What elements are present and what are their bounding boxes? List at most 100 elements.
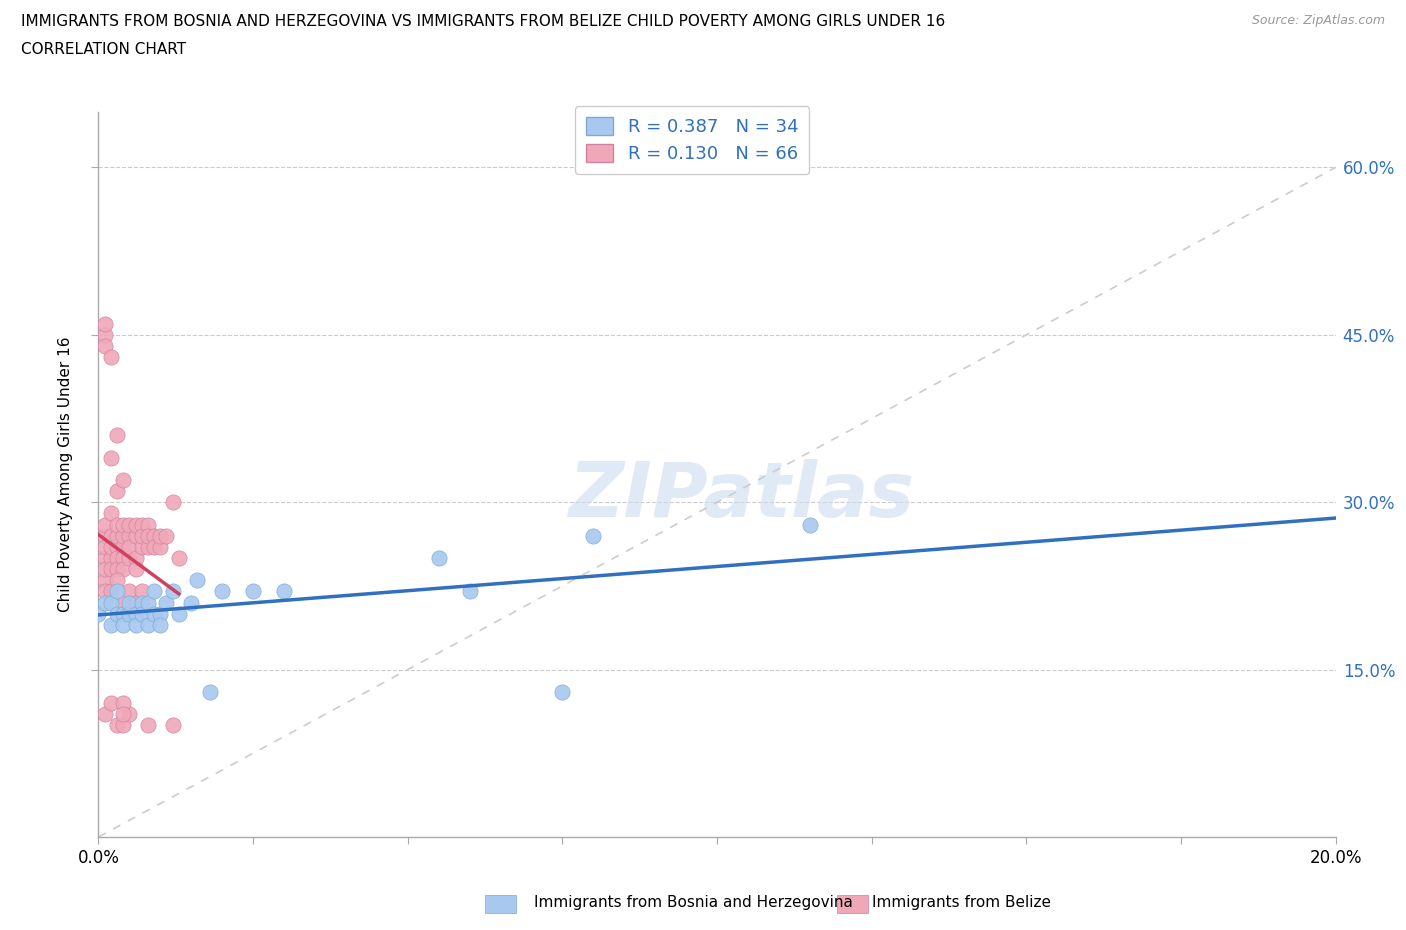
Point	[162, 584, 184, 599]
Point	[124, 517, 146, 532]
Point	[112, 539, 135, 554]
Point	[112, 696, 135, 711]
Point	[105, 562, 128, 577]
Point	[149, 606, 172, 621]
Y-axis label: Child Poverty Among Girls Under 16: Child Poverty Among Girls Under 16	[58, 337, 73, 612]
Point	[149, 618, 172, 632]
Point	[167, 606, 190, 621]
Point	[118, 595, 141, 610]
Point	[118, 606, 141, 621]
Point	[582, 528, 605, 543]
Point	[105, 528, 128, 543]
Text: Immigrants from Bosnia and Herzegovina: Immigrants from Bosnia and Herzegovina	[534, 895, 853, 910]
Point	[124, 595, 146, 610]
Point	[118, 707, 141, 722]
Text: CORRELATION CHART: CORRELATION CHART	[21, 42, 186, 57]
Point	[131, 584, 153, 599]
Point	[87, 606, 110, 621]
Point	[105, 539, 128, 554]
Legend: R = 0.387   N = 34, R = 0.130   N = 66: R = 0.387 N = 34, R = 0.130 N = 66	[575, 106, 810, 174]
Point	[100, 450, 122, 465]
Point	[149, 539, 172, 554]
Point	[136, 718, 159, 733]
Point	[93, 316, 115, 331]
Point	[124, 618, 146, 632]
Point	[186, 573, 208, 588]
Point	[93, 528, 115, 543]
Point	[143, 606, 166, 621]
Point	[149, 528, 172, 543]
Point	[162, 718, 184, 733]
Point	[105, 718, 128, 733]
Text: IMMIGRANTS FROM BOSNIA AND HERZEGOVINA VS IMMIGRANTS FROM BELIZE CHILD POVERTY A: IMMIGRANTS FROM BOSNIA AND HERZEGOVINA V…	[21, 14, 945, 29]
Point	[136, 528, 159, 543]
Point	[131, 606, 153, 621]
Point	[112, 551, 135, 565]
Point	[136, 618, 159, 632]
Text: Immigrants from Belize: Immigrants from Belize	[872, 895, 1050, 910]
Point	[551, 684, 574, 699]
Point	[100, 539, 122, 554]
Point	[100, 618, 122, 632]
Point	[93, 584, 115, 599]
Point	[93, 573, 115, 588]
Point	[273, 584, 295, 599]
Point	[143, 528, 166, 543]
Point	[143, 539, 166, 554]
Point	[100, 696, 122, 711]
Point	[100, 506, 122, 521]
Point	[131, 595, 153, 610]
Point	[93, 707, 115, 722]
Point	[105, 551, 128, 565]
Point	[112, 618, 135, 632]
Point	[93, 327, 115, 342]
Point	[93, 517, 115, 532]
Point	[458, 584, 481, 599]
Point	[112, 595, 135, 610]
Point	[167, 551, 190, 565]
Point	[131, 517, 153, 532]
Point	[112, 528, 135, 543]
Point	[118, 551, 141, 565]
Point	[105, 484, 128, 498]
Point	[136, 595, 159, 610]
Point	[242, 584, 264, 599]
Point	[105, 606, 128, 621]
Point	[100, 528, 122, 543]
Point	[211, 584, 233, 599]
Point	[105, 517, 128, 532]
Point	[93, 539, 115, 554]
Point	[112, 718, 135, 733]
Point	[118, 584, 141, 599]
Point	[131, 528, 153, 543]
Point	[180, 595, 202, 610]
Point	[93, 339, 115, 353]
Point	[100, 562, 122, 577]
Point	[93, 562, 115, 577]
Point	[124, 528, 146, 543]
Text: ZIPatlas: ZIPatlas	[569, 459, 915, 533]
Point	[93, 551, 115, 565]
Point	[118, 539, 141, 554]
Text: Source: ZipAtlas.com: Source: ZipAtlas.com	[1251, 14, 1385, 27]
Point	[162, 495, 184, 510]
Point	[93, 595, 115, 610]
Point	[799, 517, 821, 532]
Point	[105, 428, 128, 443]
Point	[100, 584, 122, 599]
Point	[136, 539, 159, 554]
Point	[112, 517, 135, 532]
Point	[198, 684, 221, 699]
Point	[112, 606, 135, 621]
Point	[100, 350, 122, 365]
Point	[427, 551, 450, 565]
Point	[105, 573, 128, 588]
Point	[136, 517, 159, 532]
Point	[112, 472, 135, 487]
Point	[105, 584, 128, 599]
Point	[100, 551, 122, 565]
Point	[124, 606, 146, 621]
Point	[112, 707, 135, 722]
Point	[155, 528, 177, 543]
Point	[143, 584, 166, 599]
